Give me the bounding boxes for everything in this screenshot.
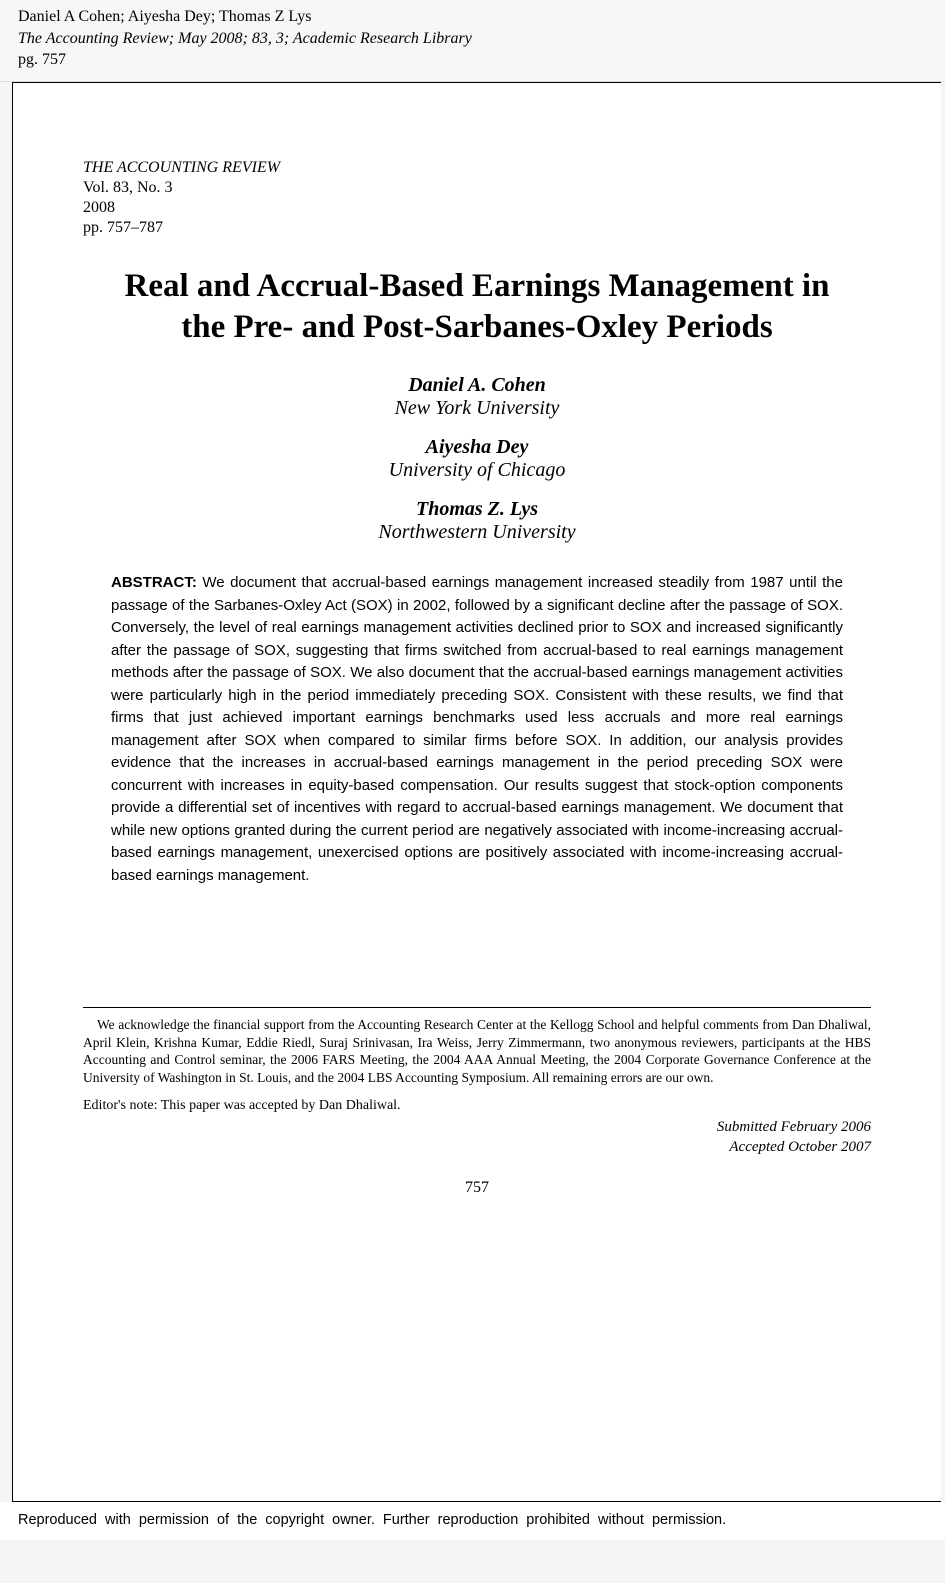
submission-dates: Submitted February 2006 Accepted October…: [83, 1118, 871, 1157]
author-affiliation: New York University: [83, 397, 871, 420]
paper-page: THE ACCOUNTING REVIEW Vol. 83, No. 3 200…: [12, 82, 941, 1502]
header-journal-italic: The Accounting Review;: [18, 30, 174, 47]
page-number: 757: [83, 1179, 871, 1197]
header-journal-line: The Accounting Review; May 2008; 83, 3; …: [18, 28, 927, 50]
submitted-date: Submitted February 2006: [83, 1118, 871, 1138]
copyright-footer: Reproduced with permission of the copyri…: [0, 1502, 945, 1540]
editors-note: Editor's note: This paper was accepted b…: [83, 1098, 871, 1114]
header-authors-line: Daniel A Cohen; Aiyesha Dey; Thomas Z Ly…: [18, 6, 927, 28]
abstract-text: We document that accrual-based earnings …: [111, 574, 843, 884]
author-name: Aiyesha Dey: [83, 436, 871, 459]
journal-name: THE ACCOUNTING REVIEW: [83, 158, 871, 178]
abstract-label: ABSTRACT:: [111, 574, 197, 591]
header-journal-rest: May 2008; 83, 3; Academic Research Libra…: [174, 30, 472, 47]
author-affiliation: University of Chicago: [83, 459, 871, 482]
journal-info-block: THE ACCOUNTING REVIEW Vol. 83, No. 3 200…: [83, 158, 871, 238]
abstract-block: ABSTRACT: We document that accrual-based…: [111, 572, 843, 887]
header-page-line: pg. 757: [18, 49, 927, 71]
metadata-header: Daniel A Cohen; Aiyesha Dey; Thomas Z Ly…: [0, 0, 945, 82]
journal-volume: Vol. 83, No. 3: [83, 178, 871, 198]
author-group: Aiyesha Dey University of Chicago: [83, 436, 871, 482]
journal-pages: pp. 757–787: [83, 218, 871, 238]
author-group: Daniel A. Cohen New York University: [83, 374, 871, 420]
author-affiliation: Northwestern University: [83, 521, 871, 544]
author-group: Thomas Z. Lys Northwestern University: [83, 498, 871, 544]
paper-title: Real and Accrual-Based Earnings Manageme…: [83, 266, 871, 349]
author-name: Thomas Z. Lys: [83, 498, 871, 521]
journal-year: 2008: [83, 198, 871, 218]
acknowledgments-text: We acknowledge the financial support fro…: [83, 1016, 871, 1086]
authors-block: Daniel A. Cohen New York University Aiye…: [83, 374, 871, 544]
footnote-divider: [83, 1007, 871, 1008]
accepted-date: Accepted October 2007: [83, 1138, 871, 1158]
author-name: Daniel A. Cohen: [83, 374, 871, 397]
